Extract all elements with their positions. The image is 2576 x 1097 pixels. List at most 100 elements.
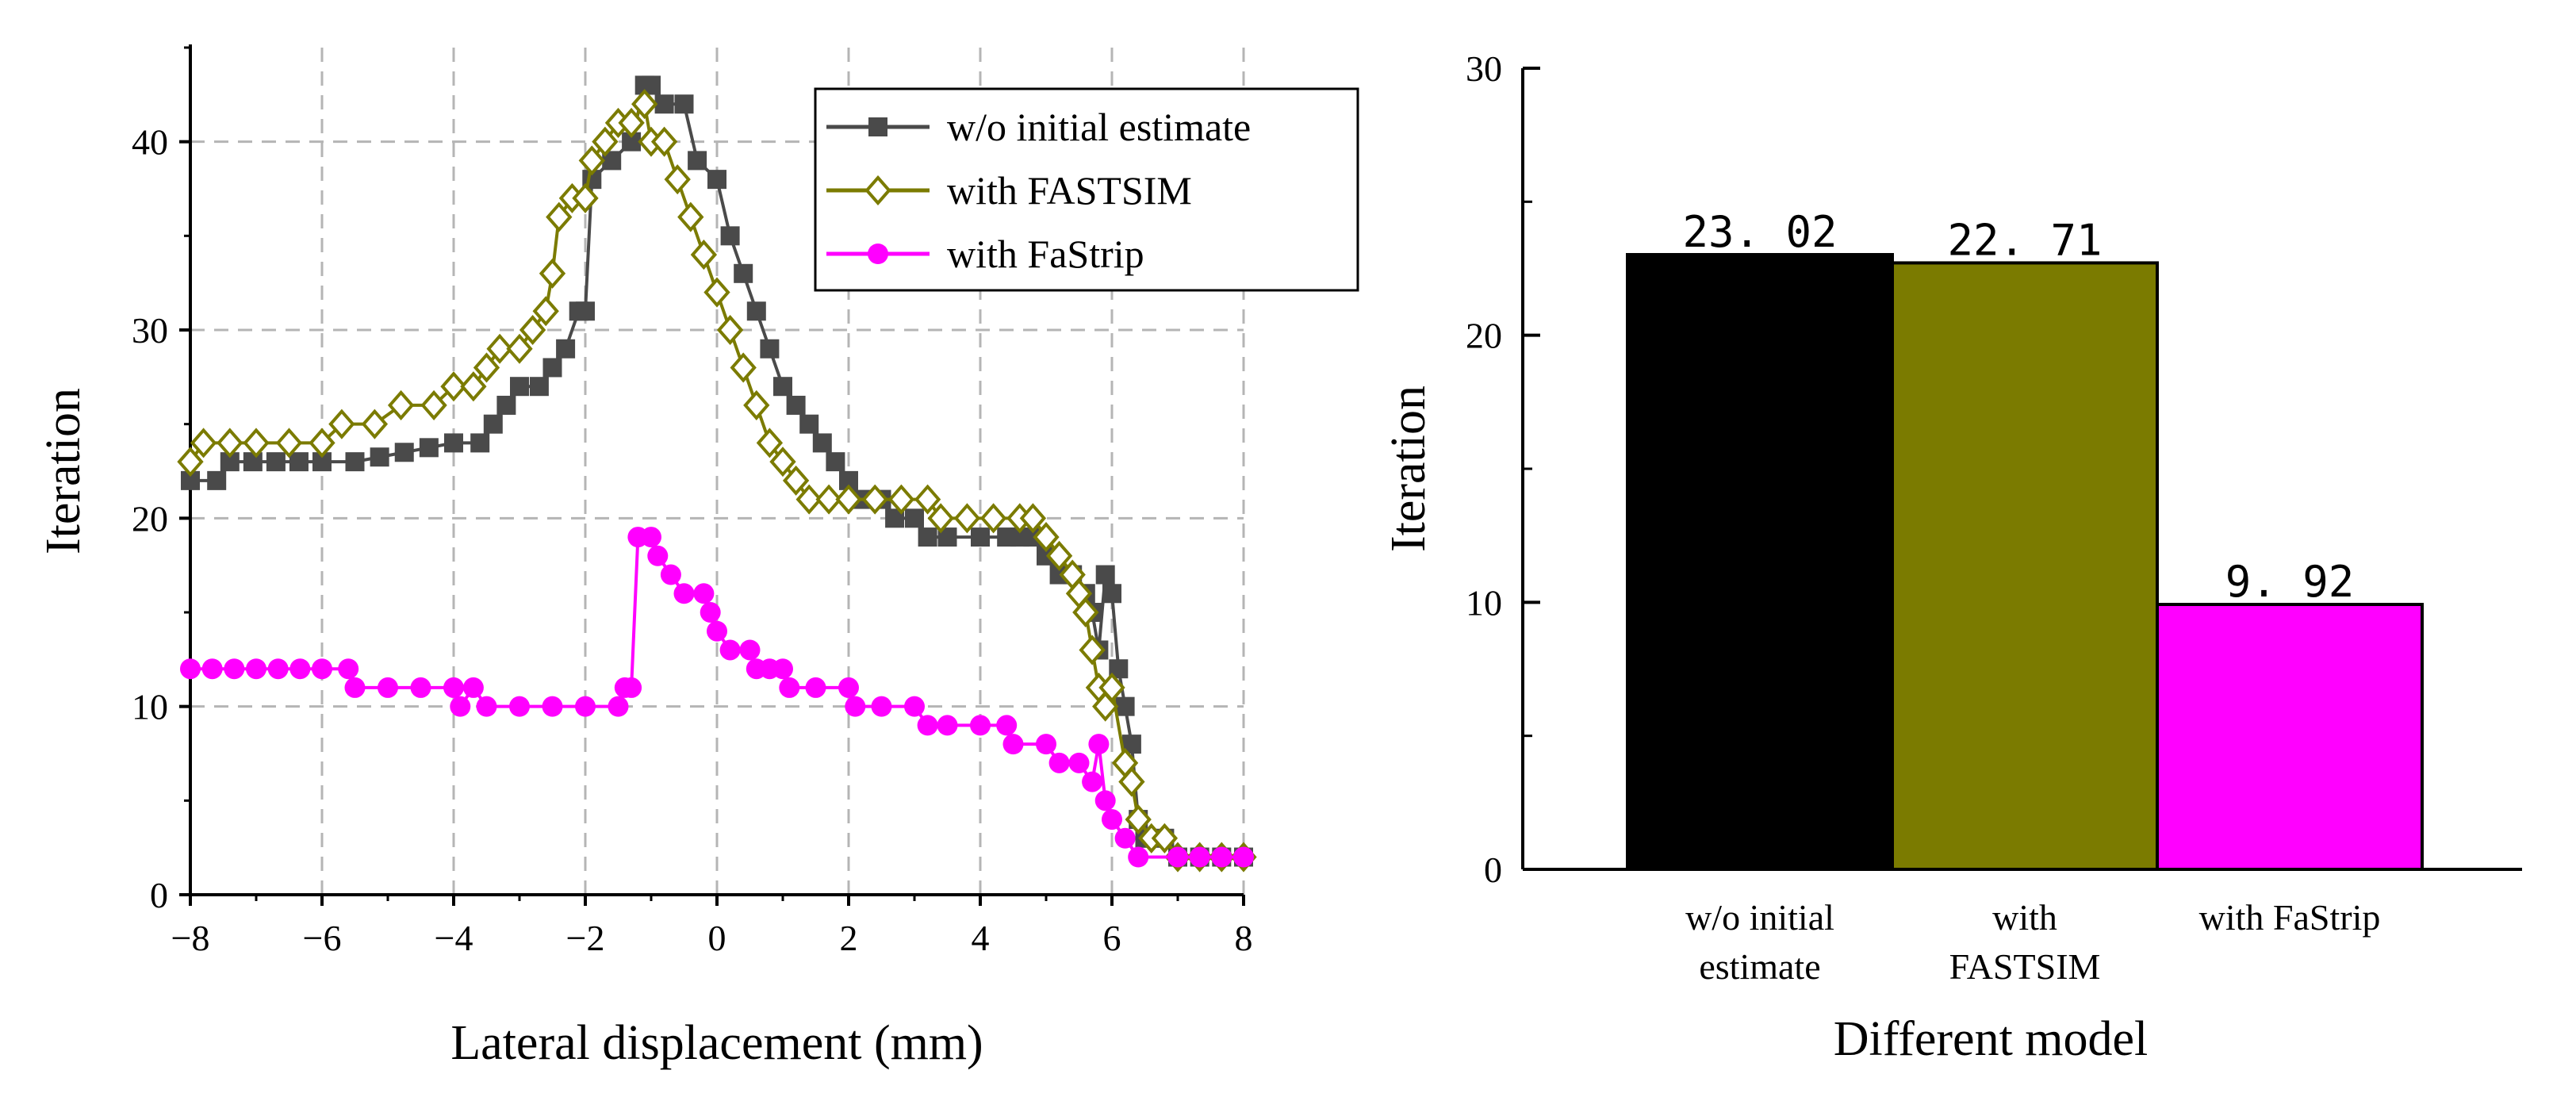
data-point [799,414,819,434]
bar-value-label: 23. 02 [1682,207,1837,257]
data-point [344,677,366,698]
data-point [693,583,715,604]
data-point [805,677,826,698]
data-point [312,658,332,680]
data-point [361,408,389,439]
legend: w/o initial estimate with FASTSIM with FaS… [814,87,1359,292]
data-point [756,428,784,458]
data-point [486,333,513,364]
data-point [716,314,744,346]
data-point [419,438,439,458]
data-point [1072,596,1099,628]
data-point [338,658,359,680]
legend-label: with FASTSIM [947,168,1192,213]
bar [1626,252,1894,871]
bar-chart: 0 10 20 30 Iteration Different model 23. 02 w/o… [1382,48,2522,1066]
data-point [618,107,645,138]
data-point [440,371,467,402]
data-point [443,677,464,698]
data-point [1102,584,1121,604]
y-tick-label: 10 [132,687,168,727]
data-point [690,240,718,270]
category-label: w/o initial [1685,897,1834,938]
data-point [289,452,309,472]
data-point [871,696,892,717]
data-point [510,377,529,397]
y-tick-label: 10 [1466,582,1502,623]
data-point [575,696,596,717]
data-point [532,296,559,327]
data-point [1094,790,1116,811]
data-point [979,503,1007,534]
data-point [812,433,832,453]
data-point [190,428,217,458]
legend-label: w/o initial estimate [947,105,1251,149]
data-point [592,126,619,157]
data-point [1002,734,1024,755]
y-tick-label: 0 [1484,850,1502,890]
y-tick-label: 0 [150,875,168,915]
data-point [387,389,415,420]
data-point [786,395,806,415]
data-point [1118,766,1145,797]
y-tick-label: 30 [132,310,168,351]
legend-item: w/o initial estimate [826,105,1251,149]
data-point [621,677,642,698]
data-point [838,677,859,698]
data-point [707,620,727,642]
bar-value-label: 9. 92 [2225,557,2355,607]
data-point [177,447,204,478]
data-point [927,503,954,534]
data-point [914,484,941,515]
data-point [556,339,576,359]
data-point [328,408,355,439]
data-point [506,333,533,364]
data-point [470,433,490,453]
data-point [201,658,223,680]
series-with-fastsim [177,89,1257,873]
data-point [1036,734,1056,755]
data-point [444,433,463,453]
x-tick-label: 0 [708,918,726,958]
data-point [734,263,753,283]
data-point [1233,846,1254,868]
data-point [243,428,270,458]
data-point [707,170,726,190]
x-tick-label: 8 [1235,918,1253,958]
y-tick-label: 20 [132,498,168,539]
data-point [450,696,471,717]
data-point [996,715,1018,736]
legend-item: with FASTSIM [826,168,1192,213]
data-point [700,602,721,623]
data-point [905,508,924,528]
data-point [1095,565,1115,585]
series-line [189,100,1244,859]
data-point [266,452,286,472]
data-point [608,696,629,717]
legend-item: with FaStrip [826,232,1144,276]
data-point [674,94,694,114]
x-tick-label: 4 [972,918,990,958]
data-point [971,527,990,547]
data-point [1098,672,1125,703]
data-point [815,484,842,515]
data-point [887,484,915,515]
data-point [460,371,487,402]
data-point [739,639,761,661]
data-point [275,428,303,458]
legend-swatch-marker [864,175,891,206]
data-point [1019,503,1047,534]
data-point [719,639,741,661]
data-point [647,545,669,566]
category-label: estimate [1699,946,1820,987]
data-point [1115,696,1135,716]
x-tick-label: −4 [435,918,473,958]
line-chart: −8 −6 −4 −2 0 2 4 6 8 0 10 20 30 40 Lateral displaceme… [36,44,1359,1070]
data-point [483,414,503,434]
data-point [246,658,266,680]
data-point [730,352,757,383]
data-point [845,696,866,717]
data-point [641,527,661,548]
data-point [970,715,991,736]
